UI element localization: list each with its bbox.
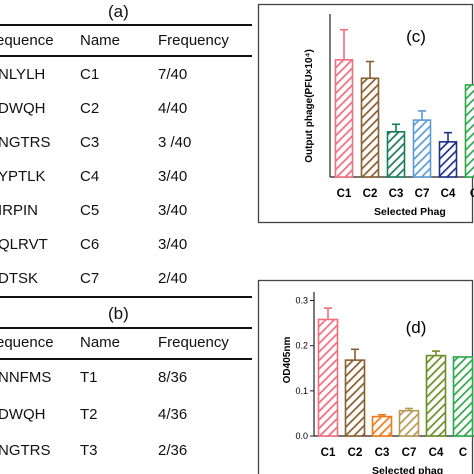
table-a-row-7-frequency: 2/40 (158, 270, 188, 287)
table-a-row-6-sequence: QLRVT (0, 236, 48, 253)
bar-c7 (412, 119, 432, 178)
bar-c3 (371, 415, 393, 437)
x-tick-label: C1 (337, 188, 352, 200)
x-tick-label: C1 (321, 447, 336, 459)
table-b-row-2-sequence: DWQH (0, 406, 46, 423)
bar-c4 (438, 141, 458, 178)
table-a-row-5-frequency: 3/40 (158, 202, 188, 219)
table-b-row-2-name: T2 (80, 406, 98, 423)
y-tick-label: 0.2 (295, 341, 308, 351)
table-a-row-4-name: C4 (80, 168, 100, 185)
bar-c2 (344, 359, 366, 437)
panel-b-label: (b) (108, 304, 129, 323)
table-a-row-3-frequency: 3 /40 (158, 134, 192, 151)
table-a-row-3-sequence: NGTRS (0, 134, 51, 151)
x-tick-label: C3 (389, 188, 404, 200)
y-tick-label: 0.1 (295, 386, 308, 396)
bar-c1 (334, 59, 354, 178)
x-tick-label: C2 (363, 188, 378, 200)
table-a-row-1-name: C1 (80, 66, 100, 83)
y-tick-label: 0.3 (295, 296, 308, 306)
table-b-row-1-sequence: NNFMS (0, 369, 52, 386)
table-a-row-7-name: C7 (80, 270, 100, 287)
chart-c-xlabel: Selected Phag (374, 206, 446, 218)
table-a-header-sequence: equence (0, 32, 54, 49)
x-tick-label: C (459, 447, 467, 459)
table-a-row-6-name: C6 (80, 236, 100, 253)
table-a-row-3-name: C3 (80, 134, 100, 151)
chart-d-panel-label: (d) (406, 318, 427, 337)
bar-c7 (398, 409, 420, 437)
table-a-row-4-frequency: 3/40 (158, 168, 188, 185)
chart-d: 0.0 0.1 0.2 0.3 C1 C2 C3 C7 C4 C (d) OD405nm Sele… (257, 279, 474, 474)
x-tick-label: C2 (348, 447, 363, 459)
x-tick-label: C4 (441, 188, 456, 200)
table-b-row-1-frequency: 8/36 (158, 369, 188, 386)
table-b-top-rule (0, 327, 252, 329)
table-a-row-2-sequence: DWQH (0, 100, 46, 117)
table-b-row-1-name: T1 (80, 369, 98, 386)
x-tick-label: C7 (415, 188, 430, 200)
table-b-header-rule (0, 358, 252, 360)
bar-c (464, 84, 474, 178)
x-tick-label: C (470, 188, 474, 200)
table-a-row-1-frequency: 7/40 (158, 66, 188, 83)
panel-a-label: (a) (108, 2, 129, 21)
table-b-row-3-name: T3 (80, 442, 98, 459)
table-a-row-2-name: C2 (80, 100, 100, 117)
table-a-row-5-sequence: IRPIN (0, 202, 39, 219)
table-a-row-1-sequence: NLYLH (0, 66, 46, 83)
table-b-row-3-sequence: NGTRS (0, 442, 51, 459)
chart-c-ylabel: Output phage(PFU×10⁴) (304, 49, 315, 163)
chart-c-panel-label: (c) (406, 27, 426, 46)
y-tick-label: 0.0 (295, 431, 308, 441)
table-a-header-name: Name (80, 32, 121, 49)
table-b-row-2-frequency: 4/36 (158, 406, 188, 423)
chart-d-xlabel: Selected phag (372, 465, 443, 474)
x-tick-label: C7 (402, 447, 417, 459)
table-a-top-rule (0, 24, 252, 26)
table-b-header-sequence: equence (0, 334, 54, 351)
bar-c1 (317, 318, 339, 437)
table-b-row-3-frequency: 2/36 (158, 442, 188, 459)
table-b-header-name: Name (80, 334, 121, 351)
chart-d-ylabel: OD405nm (282, 337, 293, 384)
bar-c3 (386, 131, 406, 178)
table-b-header-frequency: Frequency (158, 334, 229, 351)
x-tick-label: C3 (375, 447, 390, 459)
bar-c2 (360, 77, 380, 178)
table-a-row-6-frequency: 3/40 (158, 236, 188, 253)
table-a-header-rule (0, 55, 252, 57)
table-a-row-2-frequency: 4/40 (158, 100, 188, 117)
bar-c4 (425, 354, 447, 437)
x-tick-label: C4 (429, 447, 444, 459)
chart-c: C1 C2 C3 C7 C4 C (c) Output phage(PFU×10⁴) Se… (257, 3, 474, 224)
table-a-row-4-sequence: YPTLK (0, 168, 46, 185)
table-a-row-5-name: C5 (80, 202, 100, 219)
bar-c (452, 356, 474, 437)
table-a-row-7-sequence: DTSK (0, 270, 39, 287)
table-a-bottom-rule (0, 296, 252, 298)
table-a-header-frequency: Frequency (158, 32, 229, 49)
